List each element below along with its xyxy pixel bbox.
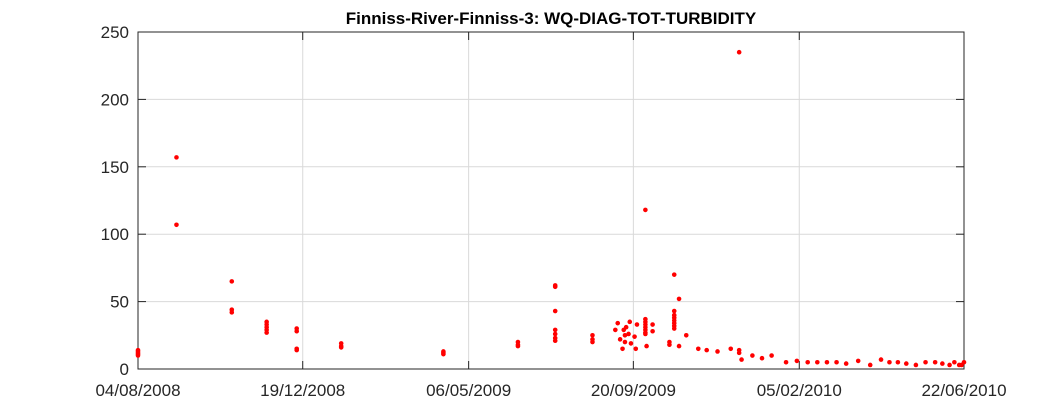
data-point [650, 322, 655, 327]
data-point [552, 338, 558, 343]
data-point [704, 347, 710, 353]
data-point [617, 337, 623, 342]
data-point [632, 334, 637, 339]
data-point [552, 327, 558, 333]
x-tick-label: 20/09/2009 [591, 381, 676, 400]
data-point [887, 359, 892, 365]
data-point [805, 359, 810, 365]
data-point [815, 359, 820, 365]
data-point [644, 343, 649, 349]
data-point [441, 351, 446, 357]
data-point [715, 349, 720, 354]
data-point [671, 308, 677, 314]
data-point [174, 222, 179, 228]
data-point [750, 353, 755, 358]
data-point [878, 357, 884, 362]
x-tick-label: 19/12/2008 [260, 381, 345, 400]
plot-area-frame [137, 31, 965, 370]
data-point [552, 308, 558, 314]
data-point [552, 331, 558, 337]
x-tick-label: 05/02/2010 [757, 381, 842, 400]
data-point [961, 359, 967, 365]
data-point [294, 328, 300, 334]
data-point [634, 322, 640, 327]
data-point [615, 320, 621, 326]
data-point [613, 327, 618, 333]
data-point [590, 339, 595, 345]
data-point [683, 333, 689, 338]
x-tick-label: 04/08/2008 [95, 381, 180, 400]
data-point [294, 347, 300, 353]
data-point [643, 207, 648, 213]
data-point [736, 350, 742, 356]
data-point [932, 359, 938, 365]
data-point [264, 330, 269, 335]
data-point [913, 362, 919, 368]
data-point [903, 361, 909, 366]
data-point [736, 49, 742, 55]
data-point [824, 359, 830, 365]
data-point [590, 333, 595, 338]
data-point [759, 355, 765, 361]
data-point [695, 346, 701, 352]
data-point [834, 359, 839, 365]
chart-title: Finniss-River-Finniss-3: WQ-DIAG-TOT-TUR… [346, 9, 757, 28]
data-point [667, 342, 672, 348]
data-point [643, 331, 648, 337]
data-point [628, 341, 634, 346]
data-point [620, 346, 625, 352]
data-point [923, 359, 928, 365]
data-point [515, 343, 521, 349]
y-tick-label: 200 [101, 90, 129, 109]
y-tick-label: 250 [101, 23, 129, 42]
data-point [229, 310, 235, 315]
data-point [627, 319, 633, 325]
y-tick-label: 150 [101, 158, 129, 177]
data-point [783, 359, 789, 365]
data-point [135, 347, 141, 353]
data-point [769, 353, 774, 358]
data-point [940, 361, 945, 366]
data-point [650, 328, 655, 334]
x-tick-label: 06/05/2009 [426, 381, 511, 400]
data-point [633, 346, 639, 352]
y-tick-label: 100 [101, 225, 129, 244]
data-points [135, 49, 967, 368]
grid-lines [137, 31, 965, 370]
data-point [671, 326, 677, 331]
data-point [794, 358, 800, 364]
data-point [676, 343, 682, 349]
data-point [229, 279, 235, 284]
data-point [947, 362, 952, 368]
data-point [895, 359, 901, 365]
data-point [626, 331, 631, 337]
y-tick-label: 50 [110, 293, 129, 312]
data-point [843, 361, 849, 366]
data-point [338, 345, 344, 350]
data-point [952, 359, 957, 365]
data-point [552, 284, 558, 290]
x-tick-label: 22/06/2010 [921, 381, 1006, 400]
axis-ticks: 0 50 100 150 200 250 04/08/2008 19/12/2008 06/05… [95, 23, 1006, 400]
data-point [855, 358, 861, 364]
data-point [739, 357, 744, 362]
data-point [867, 362, 873, 368]
data-point [728, 346, 734, 352]
data-point [622, 333, 628, 338]
y-tick-label: 0 [120, 360, 129, 379]
data-point [676, 296, 682, 302]
data-point [622, 339, 628, 345]
data-point [671, 272, 677, 277]
data-point [174, 155, 179, 160]
data-point [623, 324, 629, 330]
